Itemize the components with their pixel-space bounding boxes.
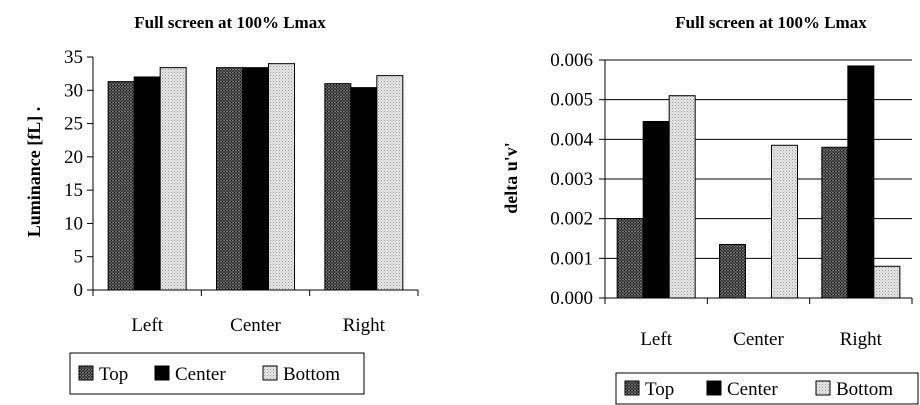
luminance-chart: Full screen at 100% Lmax Luminance [fL] … (24, 13, 419, 395)
bar-top-right (821, 146, 849, 299)
y-tick-label: 0 (74, 280, 84, 301)
bar-bottom-left (668, 95, 696, 299)
y-tick-label: 35 (64, 47, 83, 68)
x-tick-label: Center (733, 329, 784, 350)
chart-title: Full screen at 100% Lmax (134, 13, 326, 32)
bar-bottom-center (268, 63, 295, 291)
bar-center-left (642, 120, 670, 299)
y-axis-label: delta u'v' (501, 142, 521, 214)
legend-label-top: Top (645, 379, 674, 400)
x-tick-label: Right (840, 329, 883, 350)
bar-top-left (616, 218, 644, 299)
y-tick-label: 30 (64, 80, 83, 101)
delta-uv-chart: Full screen at 100% Lmax delta u'v' 0.00… (501, 13, 919, 405)
y-tick-label: 0.005 (550, 90, 593, 111)
y-tick-label: 5 (74, 247, 84, 268)
bar-top-center (719, 243, 746, 299)
y-tick-label: 0.003 (550, 169, 593, 190)
bar-center-right (350, 87, 378, 291)
bar-center-left (133, 76, 161, 291)
y-tick-label: 20 (64, 147, 83, 168)
legend-label-top: Top (99, 364, 128, 385)
bar-bottom-right (873, 265, 901, 299)
legend-label-center: Center (727, 379, 778, 400)
legend-box (615, 372, 919, 405)
y-axis-label: Luminance [fL] . (24, 107, 44, 238)
y-tick-label: 0.002 (550, 209, 593, 230)
bar-top-right (324, 83, 352, 291)
bar-top-center (216, 67, 243, 291)
legend-swatch-bottom (262, 365, 278, 381)
y-tick-label: 0.001 (550, 248, 593, 269)
legend-label-bottom: Bottom (836, 379, 893, 400)
legend-swatch-bottom (815, 380, 831, 396)
legend-swatch-center (154, 365, 170, 381)
legend: Top Center Bottom (69, 352, 365, 395)
y-tick-label: 10 (64, 213, 83, 234)
chart-title: Full screen at 100% Lmax (675, 13, 867, 32)
bar-center-center (242, 67, 269, 291)
legend-swatch-top (624, 380, 640, 396)
y-tick-label: 0.000 (550, 288, 593, 309)
bar-top-left (107, 81, 135, 291)
bar-bottom-center (771, 144, 798, 299)
legend: Top Center Bottom (615, 372, 919, 405)
x-tick-label: Left (640, 329, 672, 350)
x-tick-label: Right (343, 315, 386, 336)
y-tick-label: 0.006 (550, 50, 593, 71)
bar-bottom-left (159, 67, 187, 291)
legend-swatch-center (706, 380, 722, 396)
y-tick-label: 15 (64, 180, 83, 201)
x-tick-label: Left (131, 315, 163, 336)
legend-label-bottom: Bottom (283, 364, 340, 385)
bar-bottom-right (376, 75, 404, 291)
y-tick-label: 0.004 (550, 129, 593, 150)
legend-label-center: Center (175, 364, 226, 385)
y-tick-label: 25 (64, 114, 83, 135)
legend-box (69, 352, 365, 395)
bar-center-right (847, 65, 875, 299)
legend-swatch-top (78, 365, 94, 381)
x-tick-label: Center (230, 315, 281, 336)
